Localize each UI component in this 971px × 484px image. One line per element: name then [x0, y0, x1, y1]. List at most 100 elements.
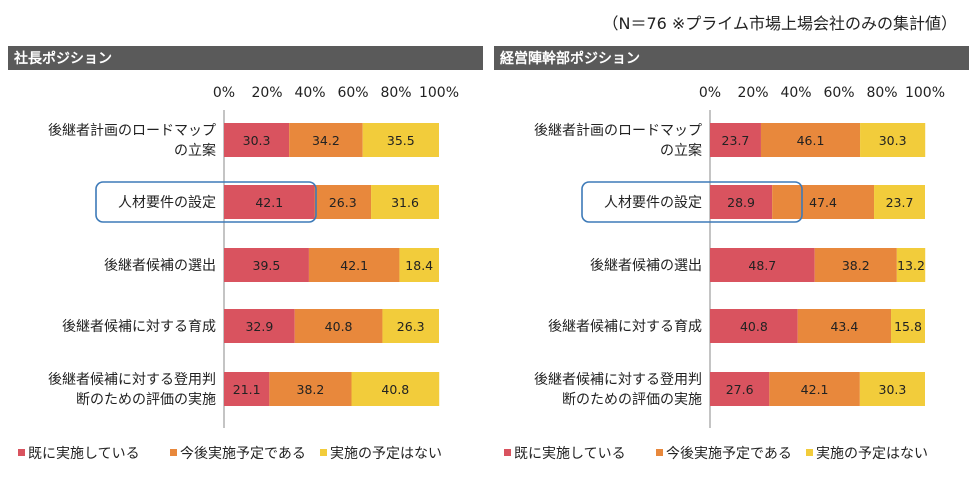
- data-label: 13.2: [897, 258, 925, 273]
- chart-title: 社長ポジション: [13, 50, 112, 67]
- legend-label: 既に実施している: [28, 446, 140, 462]
- bar-segment: [308, 248, 400, 282]
- x-tick-label: 20%: [737, 85, 768, 101]
- bar-segment: [224, 248, 309, 282]
- category-label: 断のための評価の実施: [562, 392, 702, 408]
- legend-swatch: [504, 449, 511, 456]
- bar-segment: [896, 248, 926, 282]
- legend-label: 今後実施予定である: [666, 446, 792, 462]
- data-label: 40.8: [325, 319, 353, 334]
- bar-segment: [710, 123, 761, 157]
- data-label: 30.3: [243, 133, 271, 148]
- data-label: 32.9: [245, 319, 273, 334]
- data-label: 21.1: [233, 382, 261, 397]
- bar-segment: [294, 309, 383, 343]
- x-tick-label: 100%: [905, 85, 945, 101]
- category-label: 断のための評価の実施: [76, 392, 216, 408]
- data-label: 48.7: [748, 258, 776, 273]
- data-label: 30.3: [879, 382, 907, 397]
- legend-label: 今後実施予定である: [180, 446, 306, 462]
- data-label: 47.4: [809, 195, 837, 210]
- data-label: 18.4: [405, 258, 433, 273]
- bar-segment: [289, 123, 363, 157]
- x-tick-label: 60%: [823, 85, 854, 101]
- data-label: 34.2: [312, 133, 340, 148]
- category-label: 人材要件の設定: [604, 195, 702, 211]
- category-label: 後継者計画のロードマップ: [48, 123, 216, 139]
- data-label: 39.5: [253, 258, 281, 273]
- category-label: 後継者候補に対する登用判: [534, 372, 702, 388]
- bar-segment: [710, 248, 815, 282]
- category-label: 後継者計画のロードマップ: [534, 123, 702, 139]
- bar-segment: [314, 185, 372, 219]
- data-label: 35.5: [387, 133, 415, 148]
- highlight-frame: [95, 181, 317, 223]
- bar-segment: [710, 309, 798, 343]
- x-tick-label: 40%: [294, 85, 325, 101]
- bar-segment: [710, 185, 773, 219]
- data-label: 40.8: [381, 382, 409, 397]
- bar-segment: [891, 309, 925, 343]
- bar-segment: [772, 185, 875, 219]
- data-label: 26.3: [397, 319, 425, 334]
- bar-segment: [760, 123, 861, 157]
- data-label: 23.7: [886, 195, 914, 210]
- category-label: 後継者候補に対する育成: [548, 319, 702, 335]
- legend-swatch: [806, 449, 813, 456]
- bar-segment: [382, 309, 439, 343]
- highlight-frame: [581, 181, 803, 223]
- bar-segment: [351, 372, 440, 406]
- x-tick-label: 60%: [337, 85, 368, 101]
- bar-segment: [710, 372, 770, 406]
- data-label: 38.2: [842, 258, 870, 273]
- bar-segment: [224, 185, 315, 219]
- bar-segment: [797, 309, 892, 343]
- data-label: 42.1: [340, 258, 368, 273]
- data-label: 28.9: [727, 195, 755, 210]
- x-tick-label: 80%: [866, 85, 897, 101]
- x-tick-label: 100%: [419, 85, 459, 101]
- data-label: 43.4: [830, 319, 858, 334]
- category-label: 人材要件の設定: [118, 195, 216, 211]
- data-label: 40.8: [740, 319, 768, 334]
- data-label: 38.2: [297, 382, 325, 397]
- category-label: の立案: [174, 142, 216, 159]
- bar-segment: [224, 123, 290, 157]
- chart-executive-position: 経営陣幹部ポジション 0% 20% 40% 60% 80% 100% 後継者計画のロードマップ…: [494, 46, 969, 462]
- chart-header-bar: [8, 46, 483, 70]
- legend-swatch: [18, 449, 25, 456]
- x-tick-label: 40%: [780, 85, 811, 101]
- legend-label: 実施の予定はない: [816, 446, 928, 462]
- data-label: 26.3: [329, 195, 357, 210]
- chart-title: 経営陣幹部ポジション: [500, 50, 640, 67]
- x-tick-label: 0%: [699, 85, 721, 101]
- bar-segment: [814, 248, 897, 282]
- data-label: 31.6: [391, 195, 419, 210]
- legend-label: 実施の予定はない: [330, 446, 442, 462]
- legend-swatch: [170, 449, 177, 456]
- category-label: 後継者候補に対する育成: [62, 319, 216, 335]
- bar-segment: [371, 185, 439, 219]
- data-label: 42.1: [255, 195, 283, 210]
- legend-swatch: [656, 449, 663, 456]
- bar-segment: [859, 372, 925, 406]
- data-label: 15.8: [894, 319, 922, 334]
- category-label: の立案: [660, 142, 702, 159]
- bar-segment: [399, 248, 439, 282]
- data-label: 42.1: [801, 382, 829, 397]
- category-label: 後継者候補の選出: [104, 258, 216, 274]
- data-label: 27.6: [726, 382, 754, 397]
- x-tick-label: 0%: [213, 85, 235, 101]
- chart-president-position: 社長ポジション 0% 20% 40% 60% 80% 100% 後継者計画のロードマップの立案…: [8, 46, 483, 462]
- bar-segment: [362, 123, 439, 157]
- chart-header-bar: [494, 46, 969, 70]
- legend-swatch: [320, 449, 327, 456]
- bar-segment: [269, 372, 352, 406]
- x-tick-label: 20%: [251, 85, 282, 101]
- bar-segment: [874, 185, 925, 219]
- category-label: 後継者候補に対する登用判: [48, 372, 216, 388]
- bar-segment: [224, 309, 295, 343]
- data-label: 46.1: [797, 133, 825, 148]
- sample-note: （N＝76 ※プライム市場上場会社のみの集計値）: [602, 14, 957, 33]
- bar-segment: [769, 372, 860, 406]
